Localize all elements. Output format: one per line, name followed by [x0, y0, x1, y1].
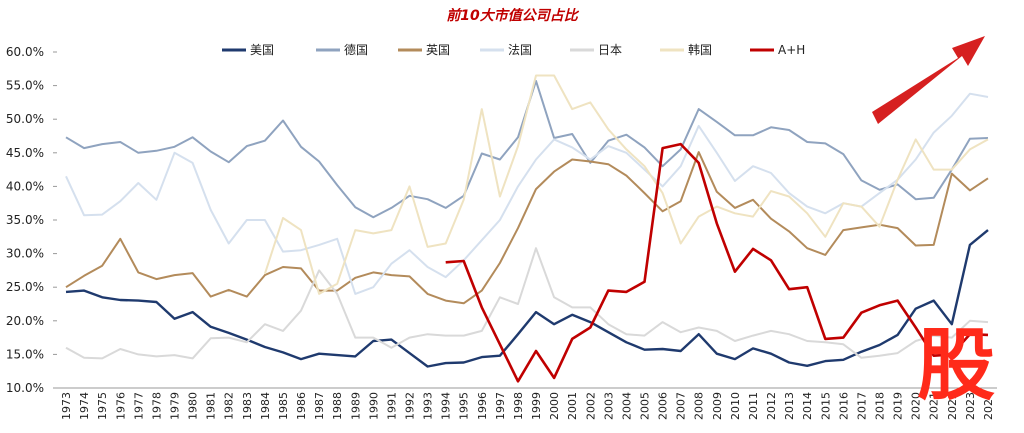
x-tick-label: 1987 — [313, 392, 326, 420]
x-tick-label: 1980 — [187, 392, 200, 420]
x-tick-label: 2005 — [639, 392, 652, 420]
series-line — [65, 247, 989, 360]
x-tick-label: 1992 — [404, 392, 417, 420]
x-tick-label: 2007 — [675, 392, 688, 420]
x-tick-label: 1996 — [476, 392, 489, 420]
legend-label: A+H — [778, 43, 805, 57]
y-tick-label: 15.0% — [6, 347, 44, 361]
x-tick-label: 2006 — [657, 392, 670, 420]
legend-label: 美国 — [250, 43, 274, 57]
x-tick-label: 1974 — [78, 392, 91, 420]
x-tick-label: 1993 — [422, 392, 435, 420]
x-tick-label: 1990 — [367, 392, 380, 420]
y-tick-label: 25.0% — [6, 280, 44, 294]
chart-title: 前10大市值公司占比 — [446, 7, 579, 24]
x-tick-label: 1983 — [241, 392, 254, 420]
x-tick-label: 1984 — [259, 392, 272, 420]
x-tick-label: 1982 — [223, 392, 236, 420]
series-line — [263, 74, 989, 295]
y-tick-label: 50.0% — [6, 112, 44, 126]
x-tick-label: 1991 — [385, 392, 398, 420]
x-tick-label: 2004 — [620, 392, 633, 420]
axes: 10.0% 15.0% 20.0% 25.0% 30.0% 35.0% 40.0% 45.0%… — [6, 45, 997, 420]
lines — [65, 74, 989, 383]
x-tick-label: 2013 — [783, 392, 796, 420]
x-tick-label: 1999 — [530, 392, 543, 420]
x-tick-label: 1981 — [205, 392, 218, 420]
x-tick-label: 2015 — [819, 392, 832, 420]
y-tick-label: 60.0% — [6, 45, 44, 59]
x-tick-label: 2001 — [566, 392, 579, 420]
legend-label: 日本 — [598, 43, 622, 57]
legend-label: 德国 — [344, 42, 368, 57]
y-tick-label: 10.0% — [6, 381, 44, 395]
grid — [53, 51, 57, 389]
y-tick-label: 55.0% — [6, 79, 44, 93]
series-line — [65, 229, 989, 368]
x-tick-label: 2017 — [855, 392, 868, 420]
x-tick-label: 1986 — [295, 392, 308, 420]
x-tick-label: 1994 — [440, 392, 453, 420]
x-tick-label: 1989 — [349, 392, 362, 420]
x-tick-label: 2024 — [982, 392, 995, 420]
x-tick-label: 1985 — [277, 392, 290, 420]
x-tick-label: 2002 — [584, 392, 597, 420]
x-tick-label: 2020 — [910, 392, 923, 420]
x-tick-label: 1978 — [150, 392, 163, 420]
x-tick-label: 2022 — [946, 392, 959, 420]
x-tick-label: 1977 — [132, 392, 145, 420]
x-tick-label: 1998 — [512, 392, 525, 420]
x-tick-label: 2021 — [928, 392, 941, 420]
x-tick-label: 2019 — [892, 392, 905, 420]
x-tick-label: 2003 — [602, 392, 615, 420]
y-tick-label: 40.0% — [6, 179, 44, 193]
y-tick-label: 35.0% — [6, 213, 44, 227]
x-tick-label: 2010 — [729, 392, 742, 420]
x-tick-label: 1979 — [169, 392, 182, 420]
legend: 美国 德国 英国 法国 日本 韩国 A+H — [222, 42, 805, 57]
y-tick-label: 20.0% — [6, 314, 44, 328]
y-tick-label: 30.0% — [6, 247, 44, 261]
x-tick-label: 2016 — [837, 392, 850, 420]
x-tick-label: 2000 — [548, 392, 561, 420]
x-tick-label: 2008 — [693, 392, 706, 420]
x-tick-label: 1976 — [114, 392, 127, 420]
x-tick-label: 2009 — [711, 392, 724, 420]
x-tick-label: 2012 — [765, 392, 778, 420]
x-tick-label: 1988 — [331, 392, 344, 420]
series-line — [65, 151, 989, 305]
x-tick-label: 2023 — [964, 392, 977, 420]
legend-label: 韩国 — [688, 42, 712, 57]
legend-label: 英国 — [426, 43, 450, 57]
series-line — [65, 79, 989, 219]
x-tick-label: 1997 — [494, 392, 507, 420]
x-tick-label: 1975 — [96, 392, 109, 420]
y-tick-label: 45.0% — [6, 146, 44, 160]
x-tick-label: 2014 — [801, 392, 814, 420]
x-tick-label: 2011 — [747, 392, 760, 420]
x-tick-label: 1973 — [60, 392, 73, 420]
series-line — [445, 142, 989, 383]
trend-arrow — [872, 36, 985, 124]
legend-label: 法国 — [508, 43, 532, 57]
x-tick-label: 1995 — [458, 392, 471, 420]
series-line — [65, 92, 989, 295]
watermark: 股 — [917, 321, 995, 411]
x-tick-label: 2018 — [874, 392, 887, 420]
